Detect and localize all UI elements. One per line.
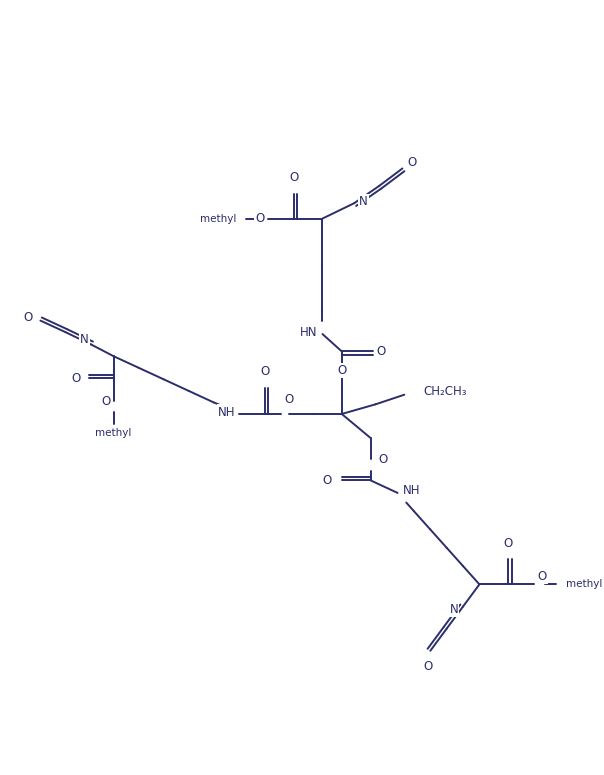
Text: O: O [337, 364, 346, 377]
Text: O: O [504, 537, 513, 549]
Text: O: O [424, 660, 433, 673]
Text: O: O [255, 212, 265, 225]
Text: NH: NH [402, 484, 420, 498]
Text: O: O [378, 453, 388, 466]
Text: O: O [284, 393, 294, 406]
Text: CH₂CH₃: CH₂CH₃ [423, 385, 467, 398]
Text: O: O [72, 372, 81, 385]
Text: O: O [101, 395, 111, 408]
Text: N: N [449, 603, 458, 616]
Text: NH: NH [219, 405, 236, 418]
Text: O: O [376, 345, 386, 358]
Text: O: O [537, 570, 547, 583]
Text: O: O [289, 171, 298, 184]
Text: O: O [323, 474, 332, 487]
Text: HN: HN [300, 326, 318, 339]
Text: O: O [24, 312, 33, 324]
Text: N: N [359, 195, 368, 208]
Text: N: N [80, 333, 89, 346]
Text: methyl: methyl [201, 214, 237, 223]
Text: methyl: methyl [95, 429, 132, 438]
Text: O: O [407, 157, 417, 169]
Text: O: O [260, 365, 269, 378]
Text: methyl: methyl [566, 580, 602, 589]
